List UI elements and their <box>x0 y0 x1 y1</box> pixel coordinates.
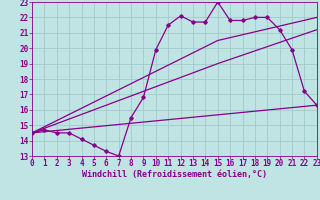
X-axis label: Windchill (Refroidissement éolien,°C): Windchill (Refroidissement éolien,°C) <box>82 170 267 179</box>
